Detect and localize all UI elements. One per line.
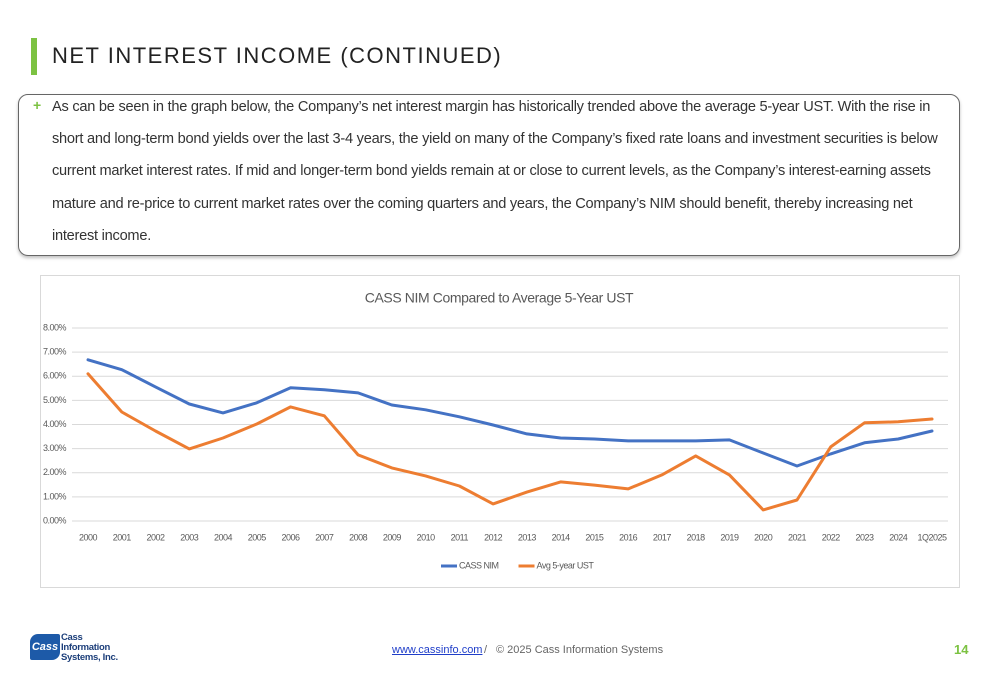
- x-tick-label: 2007: [315, 532, 334, 542]
- page-number: 14: [954, 642, 969, 657]
- x-tick-label: 2011: [451, 532, 469, 542]
- x-tick-label: 2023: [855, 532, 874, 542]
- x-tick-label: 2016: [619, 532, 638, 542]
- x-tick-label: 2000: [79, 532, 98, 542]
- bullet: +: [33, 97, 42, 113]
- x-tick-label: 2017: [653, 532, 672, 542]
- y-tick-label: 7.00%: [43, 347, 67, 357]
- body-text: As can be seen in the graph below, the C…: [52, 99, 938, 244]
- x-tick-label: 2002: [147, 532, 166, 542]
- text-box: [18, 94, 960, 256]
- series-line: [86, 372, 934, 512]
- y-tick-label: 6.00%: [43, 371, 67, 381]
- x-tick-label: 2015: [585, 532, 604, 542]
- logo-line: Cass: [61, 632, 83, 643]
- x-tick-label: 2018: [687, 532, 706, 542]
- footer-copyright: © 2025 Cass Information Systems: [496, 644, 664, 656]
- x-tick-label: 2010: [417, 532, 436, 542]
- x-tick-label: 2009: [383, 532, 402, 542]
- chart-title: CASS NIM Compared to Average 5-Year UST: [365, 290, 634, 306]
- y-tick-label: 1.00%: [43, 491, 67, 501]
- x-tick-label: 1Q2025: [917, 532, 947, 542]
- title-accent: [31, 38, 37, 75]
- x-tick-label: 2006: [282, 532, 301, 542]
- slide-title: NET INTEREST INCOME (CONTINUED): [52, 43, 503, 68]
- logo-text: Cass Information Systems, Inc.: [61, 633, 118, 663]
- logo-mark: Cass: [30, 634, 60, 660]
- x-tick-label: 2022: [822, 532, 841, 542]
- y-tick-label: 8.00%: [43, 322, 67, 332]
- series-line: [86, 358, 934, 468]
- x-tick-label: 2021: [788, 532, 807, 542]
- y-tick-label: 3.00%: [43, 443, 67, 453]
- y-tick-label: 2.00%: [43, 467, 67, 477]
- logo-line: Information: [61, 642, 110, 653]
- x-tick-label: 2012: [484, 532, 503, 542]
- chart-frame: [40, 275, 960, 588]
- legend-label: CASS NIM: [459, 560, 499, 570]
- y-tick-label: 0.00%: [43, 515, 67, 525]
- x-tick-label: 2003: [180, 532, 199, 542]
- legend-label: Avg 5-year UST: [537, 560, 595, 570]
- x-tick-label: 2008: [349, 532, 368, 542]
- x-tick-label: 2001: [113, 532, 132, 542]
- x-tick-label: 2019: [720, 532, 739, 542]
- x-tick-label: 2013: [518, 532, 537, 542]
- y-tick-label: 5.00%: [43, 395, 67, 405]
- x-tick-label: 2004: [214, 532, 233, 542]
- footer-link[interactable]: www.cassinfo.com: [392, 644, 483, 656]
- footer-separator: /: [484, 644, 488, 656]
- logo-line: Systems, Inc.: [61, 652, 118, 663]
- x-tick-label: 2024: [889, 532, 908, 542]
- y-tick-label: 4.00%: [43, 419, 67, 429]
- x-tick-label: 2005: [248, 532, 267, 542]
- x-tick-label: 2020: [754, 532, 773, 542]
- x-tick-label: 2014: [552, 532, 571, 542]
